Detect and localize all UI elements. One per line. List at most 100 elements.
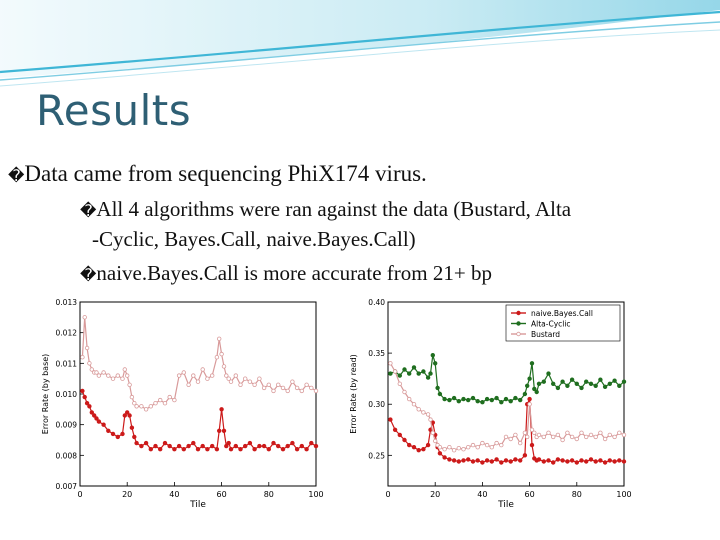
- data-point: [437, 451, 443, 456]
- data-point: [451, 458, 457, 463]
- data-point: [536, 381, 542, 386]
- data-point: [388, 371, 393, 376]
- data-point: [503, 434, 509, 440]
- data-point: [560, 379, 565, 384]
- data-point: [527, 396, 532, 402]
- data-point: [546, 458, 551, 463]
- data-point: [221, 428, 227, 433]
- data-point: [465, 397, 471, 403]
- data-point: [266, 446, 271, 452]
- data-point: [569, 377, 575, 382]
- data-point: [176, 373, 182, 378]
- data-point: [304, 382, 309, 387]
- data-point: [617, 430, 622, 435]
- data-point: [294, 446, 300, 452]
- data-point: [186, 382, 191, 387]
- data-point: [257, 376, 262, 381]
- data-point: [617, 458, 622, 463]
- data-point: [80, 355, 85, 360]
- data-point: [392, 369, 398, 374]
- data-point: [569, 434, 575, 440]
- data-point: [191, 373, 196, 378]
- data-point: [172, 397, 177, 403]
- data-point: [261, 443, 267, 449]
- data-point: [470, 459, 476, 464]
- data-point: [470, 442, 476, 448]
- data-point: [536, 432, 542, 438]
- data-point: [252, 446, 257, 452]
- data-point: [407, 371, 412, 376]
- data-point: [484, 396, 490, 402]
- data-point: [275, 443, 281, 449]
- data-point: [524, 383, 530, 388]
- data-point: [132, 400, 137, 406]
- data-point: [247, 379, 253, 384]
- data-point: [221, 364, 227, 369]
- data-point: [475, 398, 480, 404]
- data-point: [115, 434, 120, 440]
- data-point: [484, 442, 490, 448]
- data-point: [82, 315, 87, 320]
- error-rate-by-read-chart: 0 20 40 60 80 100 0.25 0.30 0.35 0.40 Tile Error Ra…: [346, 296, 636, 510]
- data-point: [470, 395, 476, 401]
- data-point: [157, 446, 163, 452]
- data-point: [437, 444, 443, 450]
- x-tick-label: 60: [525, 490, 535, 499]
- data-point: [447, 457, 452, 462]
- data-point: [612, 434, 617, 440]
- data-point: [602, 384, 608, 389]
- data-point: [425, 375, 431, 380]
- data-point: [153, 400, 158, 406]
- data-point: [480, 440, 485, 446]
- bullet-icon: �: [80, 201, 97, 220]
- data-point: [299, 388, 304, 394]
- data-point: [127, 382, 132, 387]
- data-point: [574, 381, 579, 386]
- data-point: [588, 432, 594, 438]
- data-point: [513, 432, 518, 438]
- data-point: [388, 417, 393, 422]
- data-point: [280, 385, 286, 391]
- data-point: [186, 443, 191, 449]
- data-point: [120, 376, 125, 381]
- data-point: [242, 443, 248, 449]
- data-point: [148, 446, 153, 452]
- data-point: [517, 440, 523, 446]
- data-point: [402, 389, 407, 395]
- sub-bullet-item-1: �All 4 algorithms were ran against the d…: [80, 197, 572, 221]
- data-point: [484, 458, 490, 463]
- data-point: [167, 443, 172, 449]
- data-point: [313, 443, 319, 449]
- header-wave-decoration: [0, 0, 720, 87]
- data-point: [228, 446, 234, 452]
- data-point: [598, 458, 603, 463]
- data-point: [451, 447, 457, 453]
- data-point: [607, 381, 612, 386]
- data-point: [565, 430, 570, 435]
- data-point: [181, 446, 186, 452]
- data-point: [80, 388, 85, 394]
- x-tick-label: 60: [217, 490, 227, 499]
- x-tick-label: 20: [430, 490, 440, 499]
- data-point: [407, 442, 412, 448]
- data-point: [583, 379, 589, 384]
- data-point: [461, 446, 466, 452]
- data-point: [252, 382, 257, 387]
- data-point: [529, 427, 535, 432]
- data-point: [536, 457, 542, 462]
- data-point: [216, 428, 222, 433]
- data-point: [489, 459, 494, 464]
- data-point: [139, 404, 144, 409]
- x-tick-label: 80: [264, 490, 274, 499]
- y-axis-label: Error Rate (by read): [349, 354, 358, 434]
- data-point: [226, 440, 231, 446]
- data-point: [115, 373, 120, 378]
- data-point: [555, 385, 561, 391]
- bullet-item-1: �Data came from sequencing PhiX174 virus…: [8, 161, 427, 186]
- data-point: [224, 373, 229, 378]
- y-tick-label: 0.011: [56, 359, 78, 368]
- data-point: [442, 396, 447, 402]
- data-point: [447, 444, 452, 450]
- data-point: [550, 460, 556, 465]
- data-point: [425, 412, 431, 417]
